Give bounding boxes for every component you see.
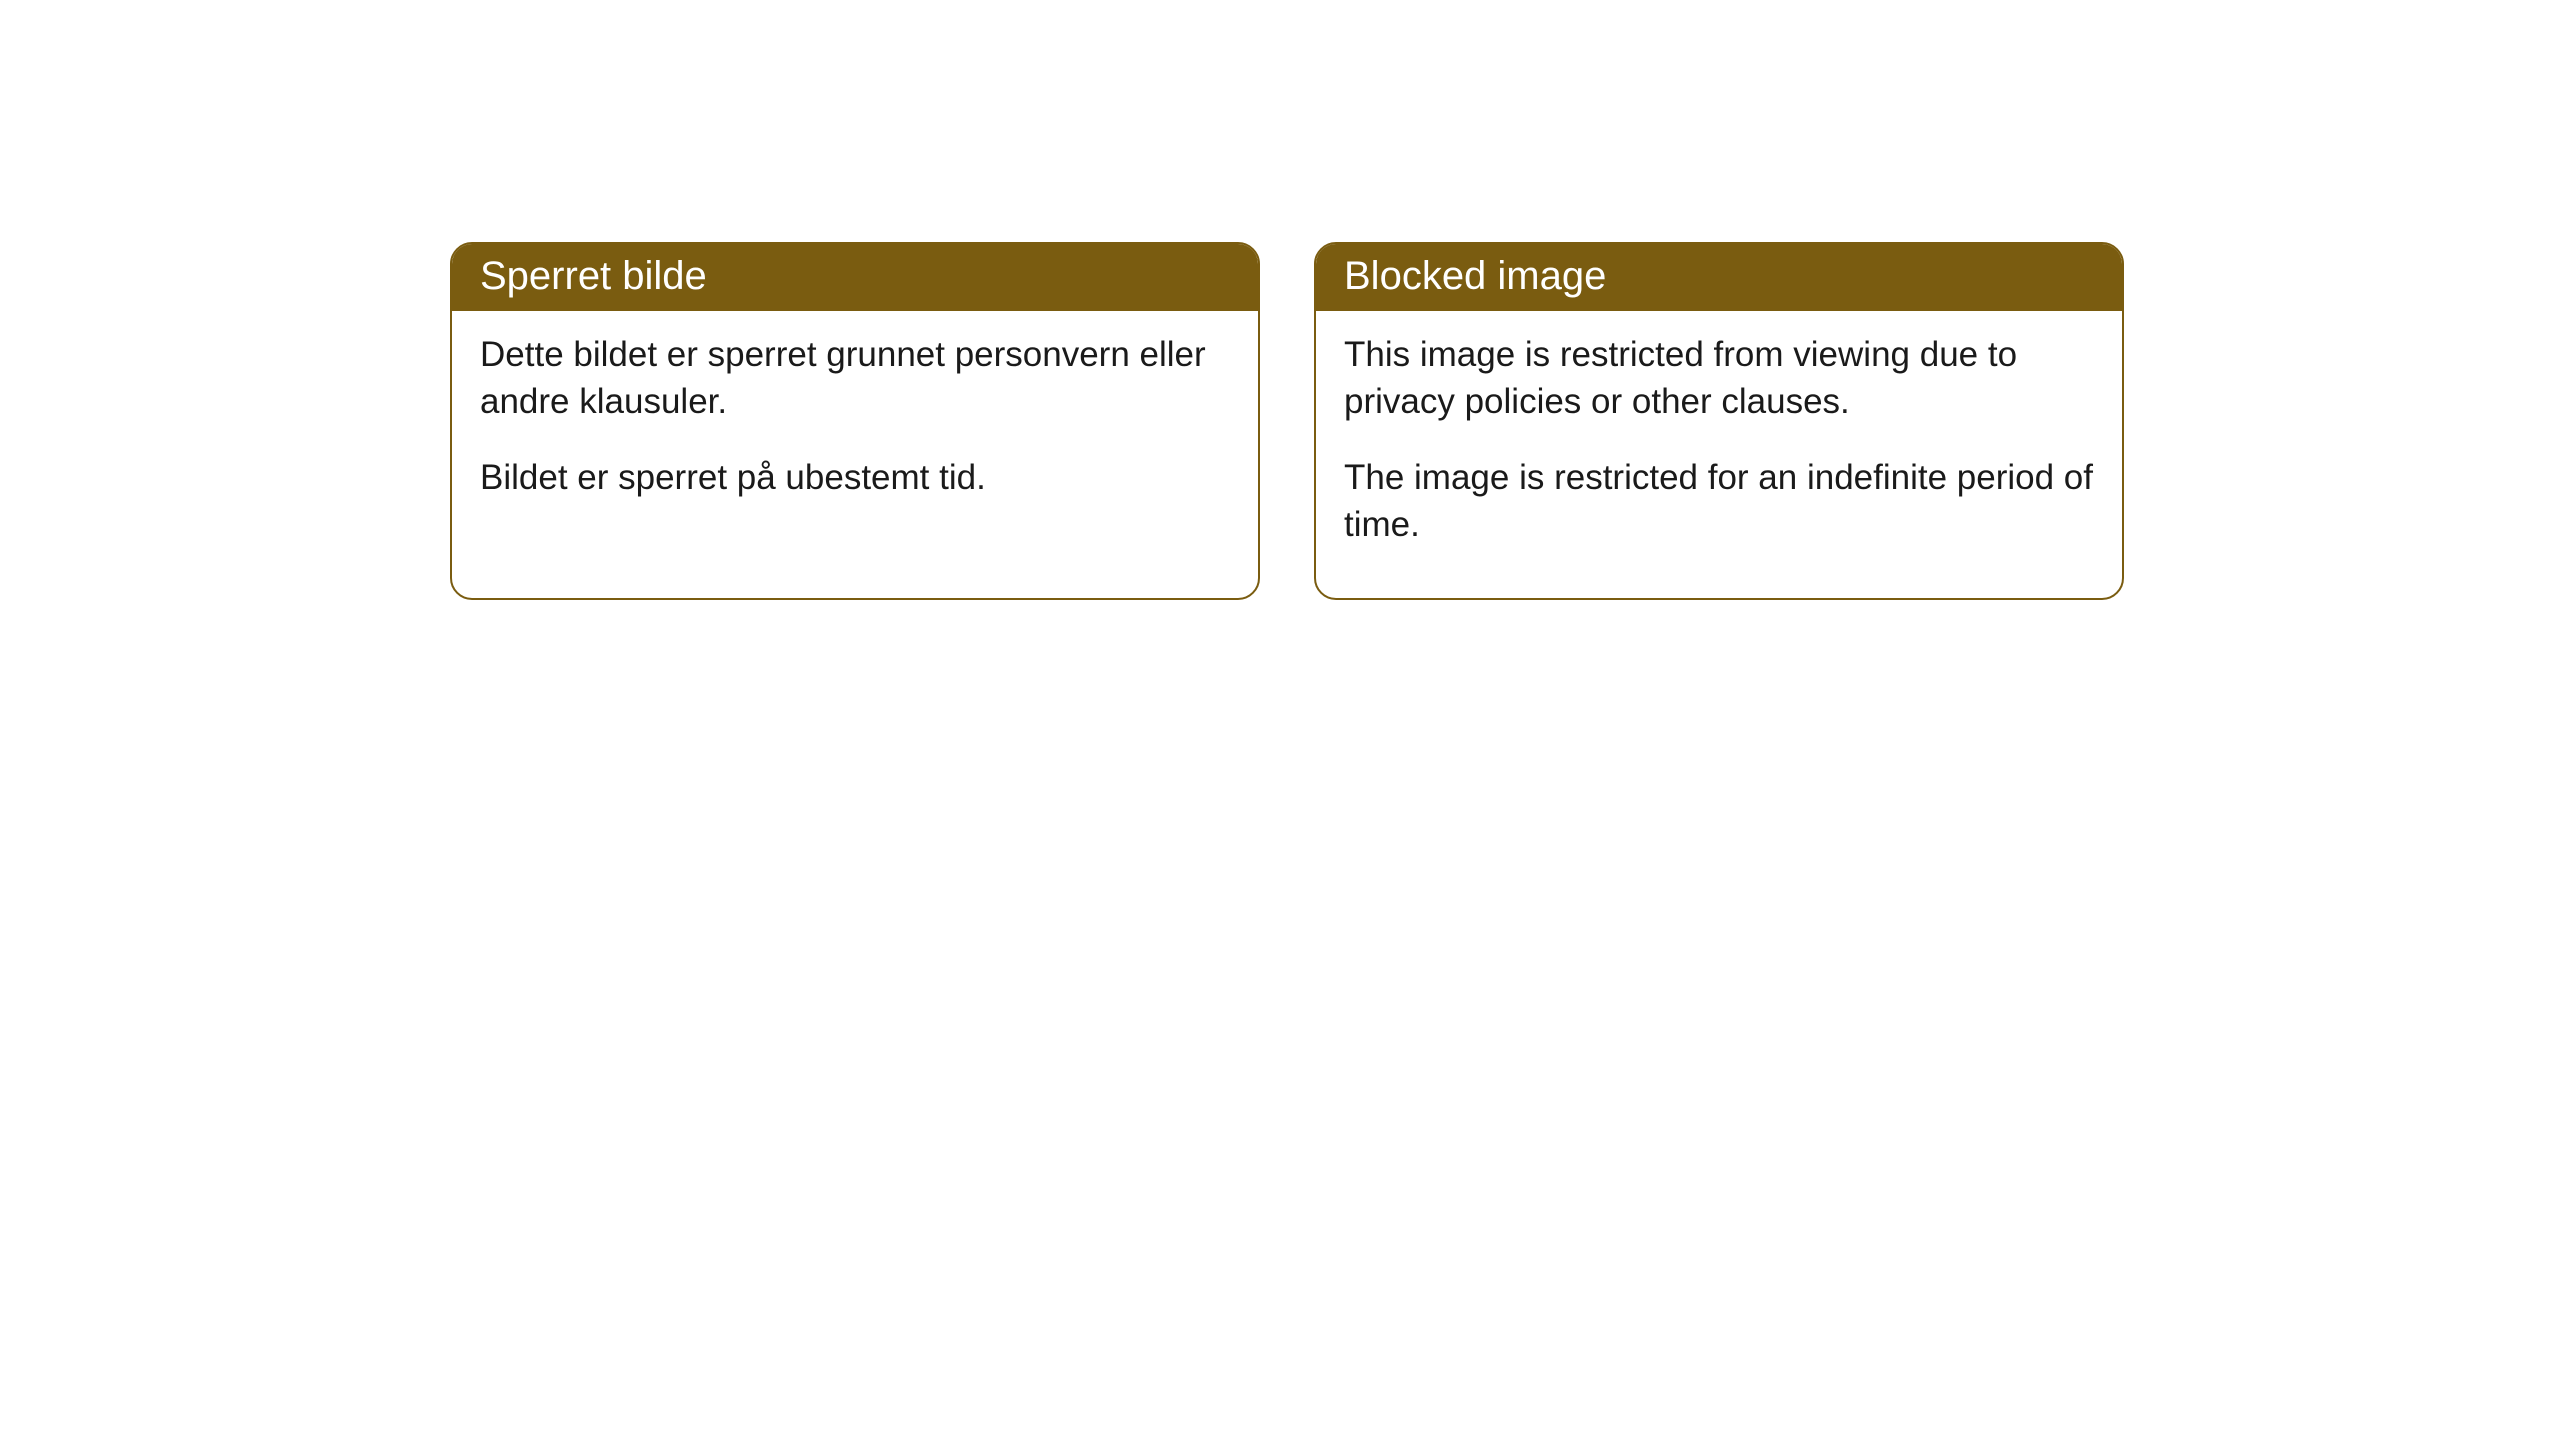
card-title-english: Blocked image [1316, 244, 2122, 311]
card-title-norwegian: Sperret bilde [452, 244, 1258, 311]
card-body-english: This image is restricted from viewing du… [1316, 311, 2122, 598]
card-body-norwegian: Dette bildet er sperret grunnet personve… [452, 311, 1258, 551]
notice-cards-container: Sperret bilde Dette bildet er sperret gr… [0, 0, 2560, 600]
card-paragraph-1-norwegian: Dette bildet er sperret grunnet personve… [480, 331, 1230, 426]
card-paragraph-1-english: This image is restricted from viewing du… [1344, 331, 2094, 426]
blocked-image-card-norwegian: Sperret bilde Dette bildet er sperret gr… [450, 242, 1260, 600]
card-paragraph-2-english: The image is restricted for an indefinit… [1344, 454, 2094, 549]
blocked-image-card-english: Blocked image This image is restricted f… [1314, 242, 2124, 600]
card-paragraph-2-norwegian: Bildet er sperret på ubestemt tid. [480, 454, 1230, 501]
